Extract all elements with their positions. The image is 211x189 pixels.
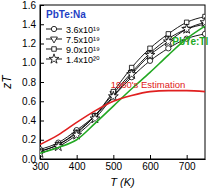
x-tick-label: 600 <box>142 161 159 172</box>
y-tick-label: 0.4 <box>22 115 36 126</box>
y-tick-label: 0.2 <box>22 134 36 145</box>
y-tick-mark <box>40 140 44 141</box>
legend-marker <box>49 54 59 63</box>
x-tick-label: 400 <box>69 161 86 172</box>
series-marker <box>127 69 137 78</box>
plot: 3004005006007000.00.20.40.60.81.01.21.41… <box>22 0 210 172</box>
x-axis: 300400500600700 <box>32 155 205 172</box>
labels: PbTe:Tl 1960's Estimation <box>111 36 209 90</box>
y-tick: 1.4 <box>22 19 44 30</box>
series-marker <box>200 17 205 26</box>
legend-label: 7.5x10¹⁹ <box>66 35 100 45</box>
legend-label: 1.4x10²⁰ <box>66 55 100 65</box>
x-axis-title: T (K) <box>110 176 135 188</box>
series-label: PbTe:Tl <box>172 36 208 47</box>
series-marker <box>90 113 100 122</box>
y-tick-mark <box>40 121 44 122</box>
series-label: 1960's Estimation <box>111 79 186 90</box>
x-tick: 600 <box>142 155 159 172</box>
series-marker <box>145 50 155 59</box>
x-tick: 500 <box>105 155 122 172</box>
legend-marker <box>51 37 58 43</box>
x-axis-line <box>41 159 206 160</box>
chart: 3004005006007000.00.20.40.60.81.01.21.41… <box>0 0 211 189</box>
y-tick: 1.2 <box>22 38 44 49</box>
y-tick-mark <box>40 82 44 83</box>
x-tick-mark <box>187 155 188 159</box>
y-tick-mark <box>40 5 44 6</box>
x-tick-mark <box>113 155 114 159</box>
x-tick-mark <box>150 155 151 159</box>
x-tick: 700 <box>179 155 196 172</box>
y-tick: 0.8 <box>22 77 44 88</box>
series-marker <box>166 46 171 51</box>
legend-item: 7.5x10¹⁹ <box>46 35 100 45</box>
y-tick-label: 0.8 <box>22 77 36 88</box>
legend-item: 1.4x10²⁰ <box>46 54 100 65</box>
y-tick: 0.6 <box>22 96 44 107</box>
y-tick-mark <box>40 101 44 102</box>
series-line <box>40 91 205 145</box>
x-tick-label: 500 <box>105 161 122 172</box>
plot-frame <box>40 5 205 159</box>
legend-marker <box>52 47 56 51</box>
series-line <box>40 34 205 150</box>
legend-marker <box>51 26 56 31</box>
y-tick-mark <box>40 44 44 45</box>
y-tick-label: 0.6 <box>22 96 36 107</box>
legend-label: 9.0x10¹⁹ <box>66 45 100 55</box>
legend-title: PbTe:Na <box>46 9 86 20</box>
y-tick-mark <box>40 24 44 25</box>
y-axis-title: zT <box>0 74 14 90</box>
legend-item: 3.6x10¹⁹ <box>46 25 100 35</box>
y-tick-label: 1.4 <box>22 19 36 30</box>
x-tick-label: 700 <box>179 161 196 172</box>
y-tick: 1.0 <box>22 57 44 68</box>
y-tick-label: 0.0 <box>22 154 36 165</box>
series-marker <box>182 24 192 33</box>
legend-label: 3.6x10¹⁹ <box>66 25 100 35</box>
y-tick: 0.4 <box>22 115 44 126</box>
y-tick-label: 1.2 <box>22 38 36 49</box>
y-tick-mark <box>40 159 44 160</box>
x-tick-mark <box>77 155 78 159</box>
x-tick: 400 <box>69 155 86 172</box>
series-marker <box>147 58 152 63</box>
y-axis: 0.0 0.2 0.4 0.6 0.8 1.0 1.2 1.4 1.6 <box>22 0 44 165</box>
y-tick-mark <box>40 63 44 64</box>
marks <box>40 14 205 157</box>
legend: PbTe:Na 3.6x10¹⁹7.5x10¹⁹9.0x10¹⁹1.4x10²⁰ <box>46 9 100 65</box>
y-tick-label: 1.6 <box>22 0 36 11</box>
y-tick-label: 1.0 <box>22 57 36 68</box>
y-tick: 1.6 <box>22 0 44 11</box>
